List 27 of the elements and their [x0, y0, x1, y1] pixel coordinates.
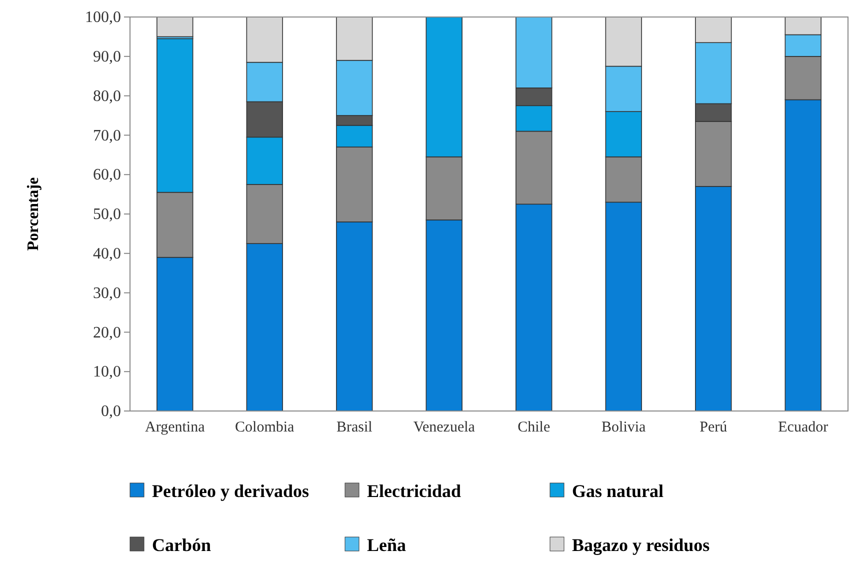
x-tick-label: Colombia [235, 420, 295, 436]
x-tick-label: Argentina [145, 420, 206, 436]
legend-label: Carbón [152, 535, 212, 555]
legend-label: Electricidad [367, 481, 461, 501]
y-tick-label: 60,0 [93, 166, 121, 184]
y-tick-label: 100,0 [85, 9, 121, 26]
y-tick-label: 90,0 [93, 48, 121, 66]
x-tick-label: Venezuela [413, 420, 476, 436]
y-tick-label: 40,0 [93, 246, 121, 263]
y-tick-label: 50,0 [93, 206, 121, 224]
y-tick-label: 20,0 [93, 324, 121, 342]
x-tick-label: Bolivia [602, 420, 646, 436]
y-tick-label: 0,0 [101, 403, 121, 420]
legend-label: Gas natural [572, 481, 664, 501]
legend-label: Leña [367, 535, 406, 555]
x-tick-label: Brasil [336, 420, 372, 436]
y-axis-title: Porcentaje [25, 177, 42, 251]
y-tick-label: 80,0 [93, 88, 121, 105]
x-tick-label: Chile [518, 420, 550, 436]
x-tick-label: Ecuador [778, 420, 828, 436]
legend-label: Petróleo y derivados [152, 481, 309, 501]
y-tick-label: 70,0 [93, 127, 121, 144]
y-tick-label: 30,0 [93, 284, 121, 302]
bar [156, 16, 194, 38]
x-tick-label: Perú [700, 420, 728, 436]
y-tick-label: 10,0 [93, 364, 121, 381]
legend-label: Bagazo y residuos [572, 535, 710, 555]
